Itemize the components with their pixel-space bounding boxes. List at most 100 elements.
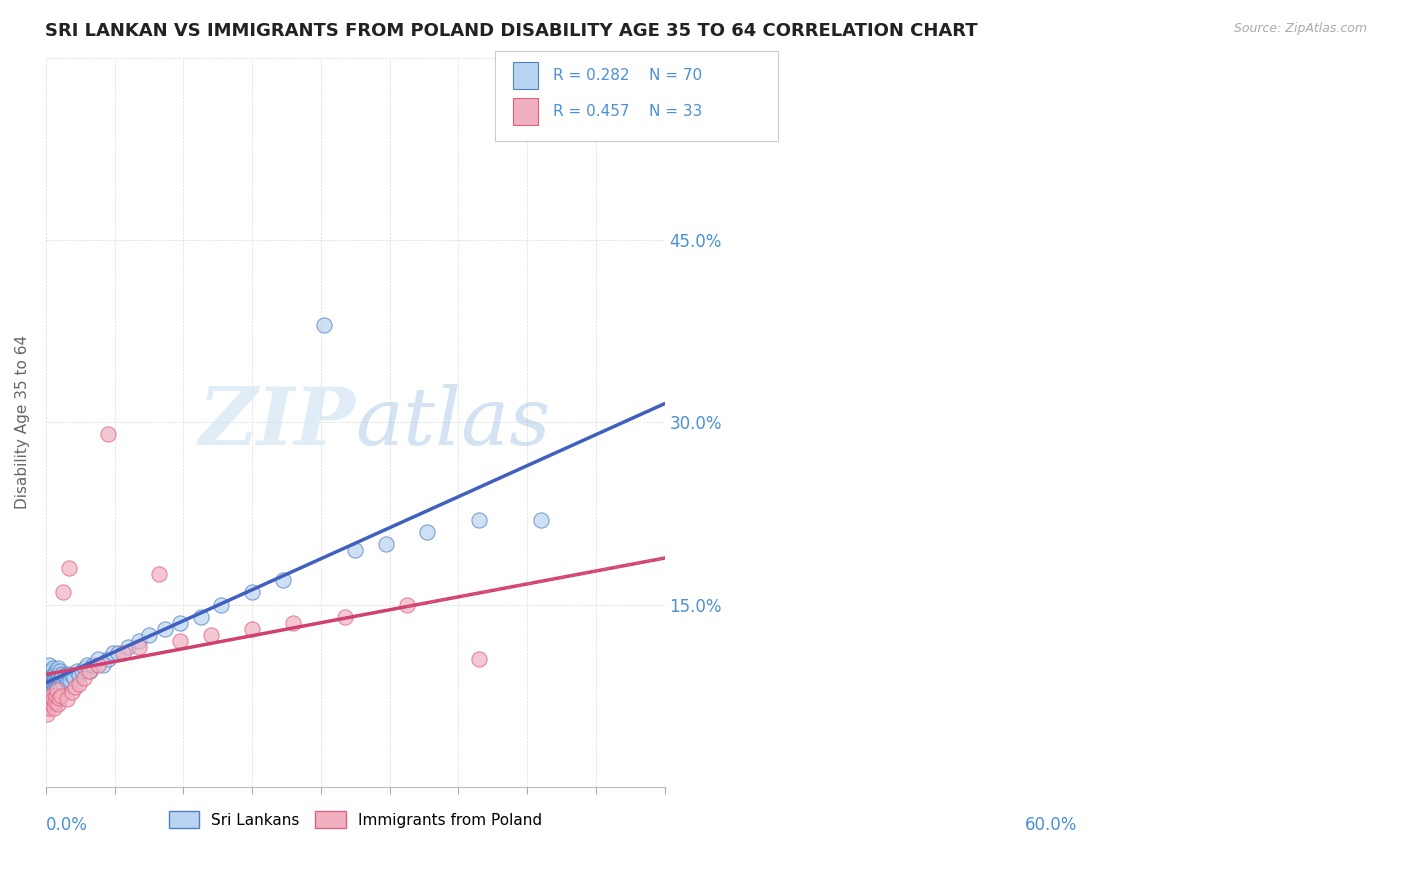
Point: [314, 318, 336, 332]
Point: [67, 668, 90, 682]
Point: [42, 661, 65, 675]
Point: [38, 665, 60, 679]
Point: [375, 537, 398, 551]
Text: atlas: atlas: [356, 384, 551, 461]
Point: [48, 691, 70, 706]
Point: [44, 666, 66, 681]
Point: [44, 695, 66, 709]
Point: [62, 671, 84, 685]
Text: Source: ZipAtlas.com: Source: ZipAtlas.com: [1233, 22, 1367, 36]
Point: [45, 668, 67, 682]
Point: [76, 658, 98, 673]
Point: [55, 671, 77, 685]
Point: [128, 634, 150, 648]
Point: [333, 609, 356, 624]
Point: [48, 668, 70, 682]
Point: [101, 646, 124, 660]
Point: [51, 680, 73, 694]
Point: [35, 676, 58, 690]
Point: [75, 661, 97, 675]
Point: [41, 698, 63, 712]
Point: [117, 640, 139, 655]
Point: [46, 679, 69, 693]
Point: [51, 674, 73, 689]
Point: [91, 658, 114, 673]
Point: [82, 658, 104, 673]
Point: [49, 673, 72, 687]
Point: [51, 689, 73, 703]
Point: [39, 668, 62, 682]
Point: [46, 698, 69, 712]
Point: [107, 646, 129, 660]
Point: [209, 598, 232, 612]
Point: [41, 671, 63, 685]
Point: [38, 658, 60, 673]
Point: [60, 685, 83, 699]
Point: [240, 585, 263, 599]
Point: [53, 668, 76, 682]
Point: [190, 609, 212, 624]
Point: [148, 567, 170, 582]
Point: [416, 524, 439, 539]
Point: [468, 652, 491, 666]
Point: [59, 673, 82, 687]
Point: [39, 682, 62, 697]
Point: [79, 665, 101, 679]
Point: [240, 622, 263, 636]
Point: [37, 671, 59, 685]
Point: [44, 701, 66, 715]
Point: [86, 652, 108, 666]
Text: 60.0%: 60.0%: [1025, 816, 1077, 834]
Point: [45, 665, 67, 679]
Point: [344, 543, 367, 558]
Text: SRI LANKAN VS IMMIGRANTS FROM POLAND DISABILITY AGE 35 TO 64 CORRELATION CHART: SRI LANKAN VS IMMIGRANTS FROM POLAND DIS…: [45, 22, 977, 40]
Point: [112, 646, 135, 660]
Point: [41, 680, 63, 694]
Point: [97, 652, 120, 666]
Point: [395, 598, 418, 612]
Point: [52, 585, 75, 599]
Point: [39, 673, 62, 687]
Point: [70, 665, 93, 679]
Point: [283, 615, 305, 630]
Point: [58, 666, 80, 681]
Point: [44, 680, 66, 694]
Point: [138, 628, 160, 642]
Text: 0.0%: 0.0%: [46, 816, 87, 834]
Point: [46, 671, 69, 685]
Point: [55, 692, 77, 706]
Point: [86, 658, 108, 673]
Point: [42, 668, 65, 682]
Point: [51, 666, 73, 681]
Point: [530, 512, 553, 526]
Point: [55, 673, 77, 687]
Point: [42, 692, 65, 706]
Point: [153, 622, 176, 636]
Point: [48, 676, 70, 690]
Point: [58, 561, 80, 575]
Point: [200, 628, 222, 642]
Text: ZIP: ZIP: [198, 384, 356, 461]
Point: [60, 668, 83, 682]
Text: R = 0.282    N = 70: R = 0.282 N = 70: [553, 69, 702, 83]
Point: [45, 676, 67, 690]
Y-axis label: Disability Age 35 to 64: Disability Age 35 to 64: [15, 335, 30, 509]
Point: [46, 682, 69, 697]
Text: R = 0.457    N = 33: R = 0.457 N = 33: [553, 104, 702, 119]
Point: [44, 682, 66, 697]
Point: [51, 671, 73, 685]
Point: [73, 671, 96, 685]
Point: [56, 674, 79, 689]
Point: [46, 661, 69, 675]
Point: [52, 676, 75, 690]
Point: [271, 574, 294, 588]
Point: [169, 634, 191, 648]
Point: [39, 689, 62, 703]
Point: [63, 680, 86, 694]
Point: [468, 512, 491, 526]
Point: [67, 676, 90, 690]
Point: [49, 665, 72, 679]
Point: [38, 701, 60, 715]
Point: [35, 706, 58, 721]
Point: [44, 674, 66, 689]
